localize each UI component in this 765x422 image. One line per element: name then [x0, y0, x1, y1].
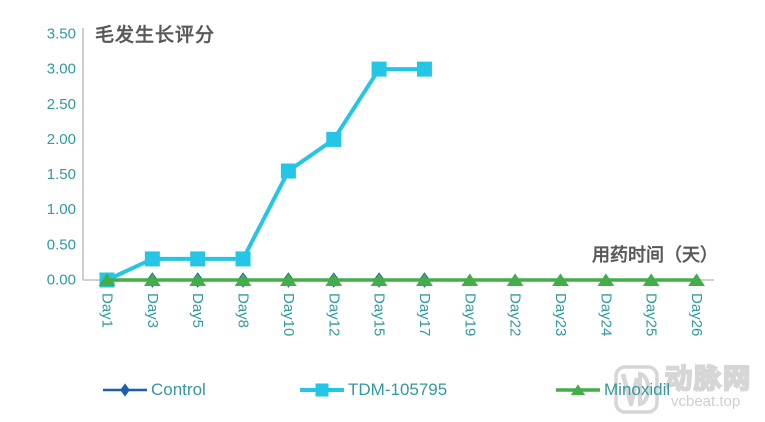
series-marker-Minoxidil [143, 273, 161, 286]
legend-item-control: Control [103, 376, 206, 404]
series-marker-Minoxidil [461, 273, 479, 286]
x-tick-label: Day22 [507, 293, 524, 336]
series-marker-TDM-105795 [371, 61, 387, 77]
x-tick-label: Day25 [643, 293, 660, 336]
y-tick-label: 0.00 [47, 272, 76, 289]
legend-marker-shape [315, 383, 329, 397]
minoxidil-line-triangle-icon [556, 384, 600, 396]
vcbeat-watermark: 动脉网 vcbeat.top [613, 363, 752, 416]
x-tick-label: Day3 [144, 293, 161, 328]
series-marker-TDM-105795 [144, 251, 160, 267]
x-tick-label: Day17 [416, 293, 433, 336]
series-marker-Minoxidil [280, 273, 297, 286]
y-tick-label: 2.50 [47, 96, 76, 113]
series-marker-Minoxidil [234, 273, 252, 286]
y-tick-label: 0.50 [47, 236, 76, 253]
legend-label-minoxidil: Minoxidil [604, 380, 671, 399]
y-tick-label: 3.00 [47, 61, 76, 78]
series-marker-TDM-105795 [235, 251, 251, 267]
legend-label-tdm-105795: TDM-105795 [348, 380, 448, 399]
series-line-TDM-105795 [106, 67, 425, 282]
legend-item-tdm-105795: TDM-105795 [300, 376, 447, 404]
series-marker-Minoxidil [370, 273, 388, 286]
series-marker-Minoxidil [597, 273, 615, 286]
y-tick-label: 1.00 [47, 201, 76, 218]
series-marker-TDM-105795 [326, 131, 342, 147]
series-marker-Minoxidil [552, 273, 569, 286]
x-tick-label: Day19 [461, 293, 478, 336]
watermark-site: vcbeat.top [671, 393, 741, 410]
x-tick-label: Day24 [597, 293, 614, 336]
legend-marker-shape [120, 383, 130, 397]
series-marker-Minoxidil [325, 273, 343, 286]
y-tick-label: 3.50 [47, 25, 76, 42]
x-axis-title: 用药时间（天） [592, 245, 718, 265]
series-marker-Minoxidil [506, 273, 524, 286]
control-line-diamond-icon [103, 383, 147, 397]
series-marker-TDM-105795 [280, 163, 296, 179]
series-marker-Minoxidil [416, 273, 433, 286]
x-tick-label: Day15 [371, 293, 388, 336]
x-tick-label: Day23 [552, 293, 569, 336]
chart-legend: Control TDM-105795 Minoxidil [0, 376, 765, 404]
x-tick-label: Day1 [99, 293, 116, 328]
series-marker-Minoxidil [688, 273, 705, 286]
x-tick-label: Day26 [688, 293, 705, 336]
series-marker-Minoxidil [642, 273, 660, 286]
watermark-name: 动脉网 [664, 363, 752, 395]
series-marker-TDM-105795 [190, 251, 206, 267]
y-tick-label: 1.50 [47, 166, 76, 183]
x-tick-label: Day8 [235, 293, 252, 328]
legend-marker-shape [570, 384, 586, 396]
x-tick-label: Day10 [280, 293, 297, 336]
series-marker-TDM-105795 [416, 61, 432, 77]
series-marker-Minoxidil [189, 273, 207, 286]
legend-item-minoxidil: Minoxidil [556, 376, 670, 404]
plot-area: 0.00 0.50 1.00 1.50 2.00 2.50 3.00 3.50 Day1 Day3… [47, 25, 714, 336]
legend-label-control: Control [151, 380, 206, 399]
tdm-line-square-icon [300, 383, 344, 397]
chart-title: 毛发生长评分 [95, 25, 216, 46]
x-tick-label: Day12 [325, 293, 342, 336]
series-marker-Minoxidil [98, 273, 116, 286]
y-tick-label: 2.00 [47, 131, 76, 148]
vcbeat-logo-icon [614, 365, 659, 414]
x-tick-label: Day5 [189, 293, 206, 328]
